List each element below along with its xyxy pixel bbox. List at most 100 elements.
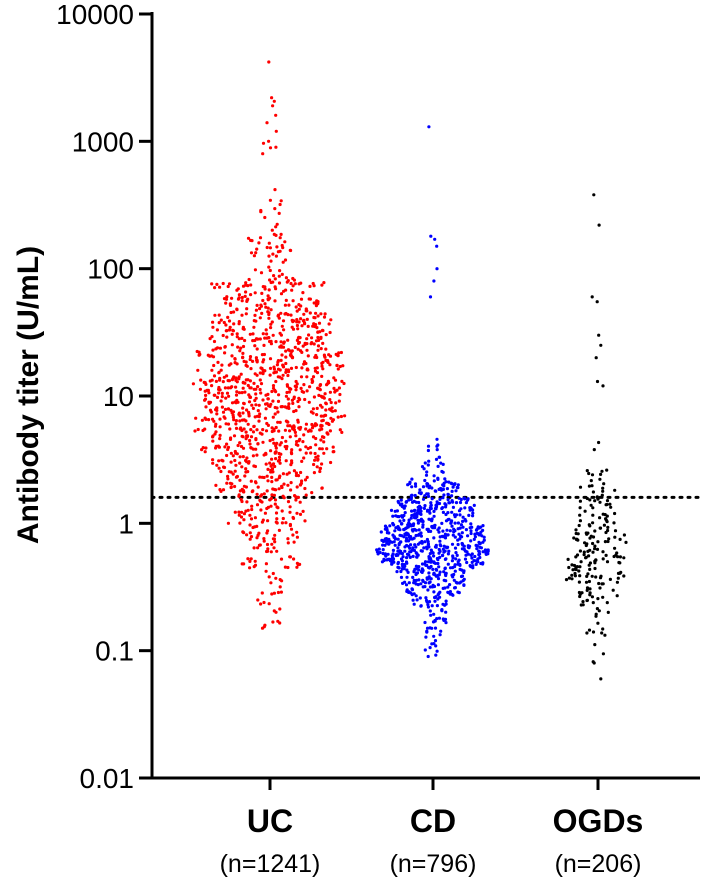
data-point-cd (432, 479, 436, 483)
data-point-uc (291, 533, 295, 537)
data-point-uc (254, 356, 258, 360)
data-point-uc (269, 259, 273, 263)
data-point-cd (419, 604, 423, 608)
data-point-uc (223, 386, 227, 390)
data-point-ogds (587, 554, 591, 558)
data-point-uc (219, 318, 223, 322)
data-point-cd (396, 565, 400, 569)
data-point-uc (294, 471, 298, 475)
data-point-cd (452, 530, 456, 534)
data-point-ogds (613, 511, 617, 516)
data-point-ogds (586, 572, 590, 576)
data-point-cd (447, 517, 451, 521)
data-point-ogds (584, 543, 588, 548)
data-point-uc (277, 211, 281, 215)
data-point-ogds (593, 566, 597, 571)
data-point-cd (464, 528, 468, 532)
data-point-uc (249, 293, 253, 297)
data-point-uc (329, 416, 333, 420)
data-point-ogds (594, 575, 598, 579)
data-point-uc (269, 322, 273, 326)
data-point-uc (264, 393, 268, 397)
data-point-uc (311, 411, 315, 415)
data-point-cd (470, 556, 474, 560)
data-point-cd (446, 552, 450, 556)
data-point-uc (248, 531, 252, 535)
data-point-uc (229, 451, 233, 455)
data-point-ogds (616, 571, 621, 576)
data-point-uc (259, 391, 263, 395)
data-point-cd (450, 489, 454, 493)
data-point-cd (467, 546, 471, 550)
data-point-uc (242, 518, 246, 522)
data-point-uc (215, 395, 220, 399)
data-point-uc (207, 391, 211, 395)
data-point-cd (430, 642, 434, 646)
data-point-ogds (618, 537, 622, 542)
data-point-uc (311, 407, 315, 411)
data-point-uc (284, 298, 288, 302)
data-point-cd (452, 483, 456, 487)
data-point-cd (405, 575, 409, 579)
data-point-cd (394, 526, 398, 530)
data-point-ogds (588, 536, 592, 540)
data-point-uc (274, 129, 278, 133)
data-point-uc (258, 337, 262, 341)
data-point-uc (280, 272, 284, 276)
data-point-ogds (594, 612, 598, 616)
data-point-cd (410, 588, 415, 592)
data-point-cd (421, 525, 425, 529)
data-point-uc (292, 469, 296, 473)
data-point-ogds (616, 576, 620, 580)
data-point-uc (220, 458, 224, 462)
data-point-uc (323, 355, 327, 359)
data-point-uc (264, 452, 268, 456)
data-point-uc (268, 357, 273, 361)
data-point-uc (263, 302, 267, 306)
data-point-uc (303, 322, 307, 326)
data-point-uc (301, 509, 305, 513)
data-point-ogds (594, 356, 598, 360)
data-point-cd (430, 517, 434, 521)
data-point-ogds (593, 547, 597, 551)
data-point-uc (320, 462, 324, 466)
data-point-cd (426, 605, 430, 609)
data-point-uc (305, 375, 309, 379)
data-point-uc (316, 386, 320, 390)
data-point-uc (241, 381, 245, 385)
data-point-uc (256, 546, 260, 550)
data-point-cd (461, 519, 465, 524)
data-point-uc (275, 478, 279, 482)
data-point-cd (438, 497, 442, 501)
data-point-cd (431, 567, 435, 572)
data-point-uc (322, 440, 326, 444)
data-point-uc (311, 424, 315, 428)
data-point-uc (243, 390, 247, 394)
data-point-uc (311, 379, 315, 383)
data-point-uc (255, 503, 260, 507)
data-point-cd (390, 540, 394, 544)
data-point-uc (297, 303, 301, 307)
data-point-uc (271, 620, 275, 624)
data-point-uc (268, 366, 273, 370)
data-point-uc (242, 401, 246, 405)
data-point-cd (470, 560, 474, 565)
data-point-uc (328, 429, 332, 433)
data-point-uc (264, 569, 268, 573)
data-point-uc (230, 354, 234, 358)
data-point-uc (285, 383, 289, 387)
data-point-cd (426, 444, 431, 448)
data-point-uc (210, 335, 214, 339)
data-point-uc (256, 442, 260, 446)
data-point-uc (271, 437, 275, 441)
data-point-cd (429, 529, 433, 534)
data-point-uc (244, 470, 248, 474)
data-point-uc (211, 435, 215, 439)
data-point-cd (444, 599, 448, 603)
data-point-cd (403, 549, 407, 553)
data-point-cd (446, 493, 450, 497)
data-point-cd (438, 570, 442, 574)
data-point-uc (254, 447, 258, 451)
data-point-uc (274, 511, 279, 515)
data-point-uc (253, 480, 258, 484)
